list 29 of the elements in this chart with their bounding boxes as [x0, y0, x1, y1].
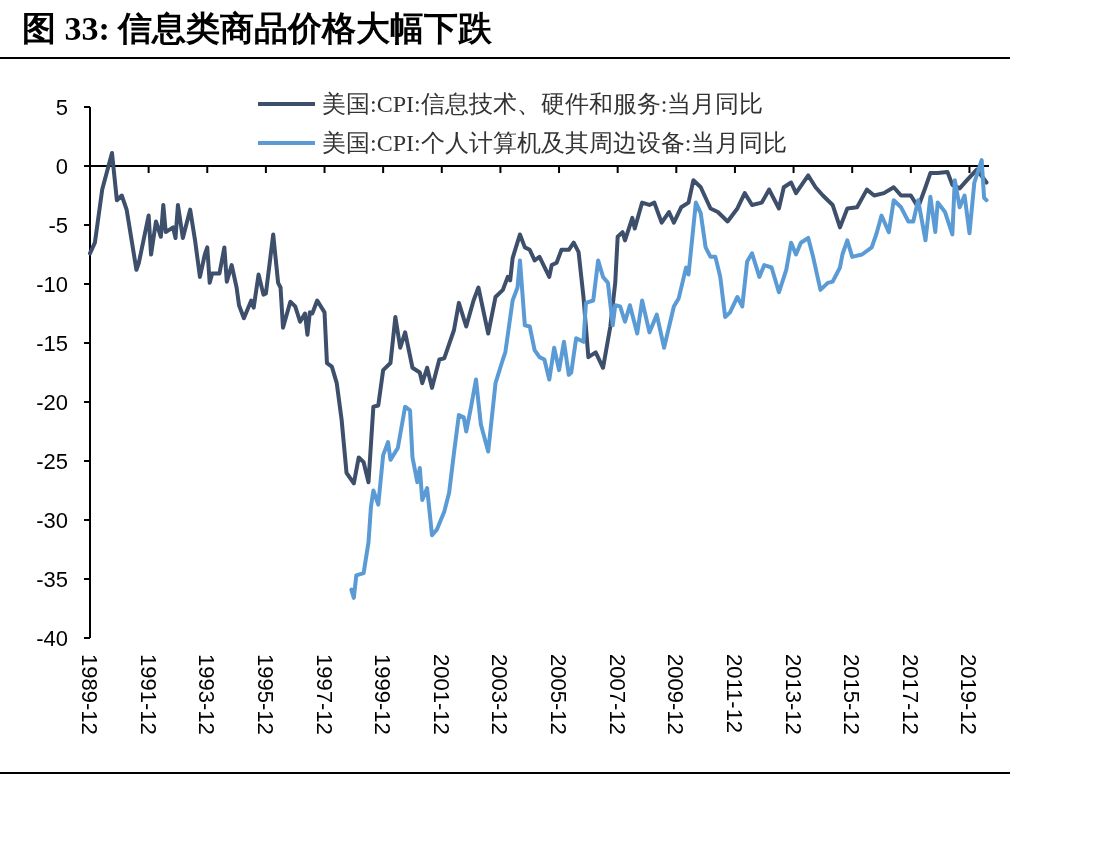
x-tick-label: 1999-12: [370, 654, 396, 735]
legend-label: 美国:CPI:信息技术、硬件和服务:当月同比: [322, 91, 764, 117]
x-tick-label: 1991-12: [135, 654, 161, 735]
y-tick-label: -25: [36, 449, 68, 474]
y-tick-label: -40: [36, 626, 68, 651]
y-tick-label: -35: [36, 567, 68, 592]
x-tick-label: 1995-12: [252, 654, 278, 735]
x-tick-label: 2015-12: [839, 654, 865, 735]
legend-label: 美国:CPI:个人计算机及其周边设备:当月同比: [322, 130, 788, 156]
x-tick-label: 2009-12: [663, 654, 689, 735]
x-tick-label: 2011-12: [721, 654, 747, 734]
y-tick-label: -20: [36, 390, 68, 415]
x-tick-label: 2007-12: [604, 654, 630, 735]
x-tick-label: 2013-12: [780, 654, 806, 735]
x-tick-label: 2017-12: [897, 654, 923, 735]
x-tick-label: 1989-12: [77, 654, 102, 735]
y-tick-label: -30: [36, 508, 68, 533]
x-tick-label: 1993-12: [194, 654, 220, 735]
x-tick-label: 2019-12: [956, 654, 982, 735]
y-tick-label: -15: [36, 331, 68, 356]
y-tick-label: -5: [48, 213, 68, 238]
x-tick-label: 2005-12: [546, 654, 572, 735]
y-tick-label: 0: [55, 154, 68, 179]
y-tick-label: -10: [36, 272, 68, 297]
x-tick-label: 1997-12: [311, 654, 337, 735]
x-tick-label: 2001-12: [428, 654, 454, 735]
y-tick-label: 5: [55, 95, 68, 120]
title: 图 33: 信息类商品价格大幅下跌: [22, 10, 493, 47]
x-tick-label: 2003-12: [487, 654, 513, 735]
